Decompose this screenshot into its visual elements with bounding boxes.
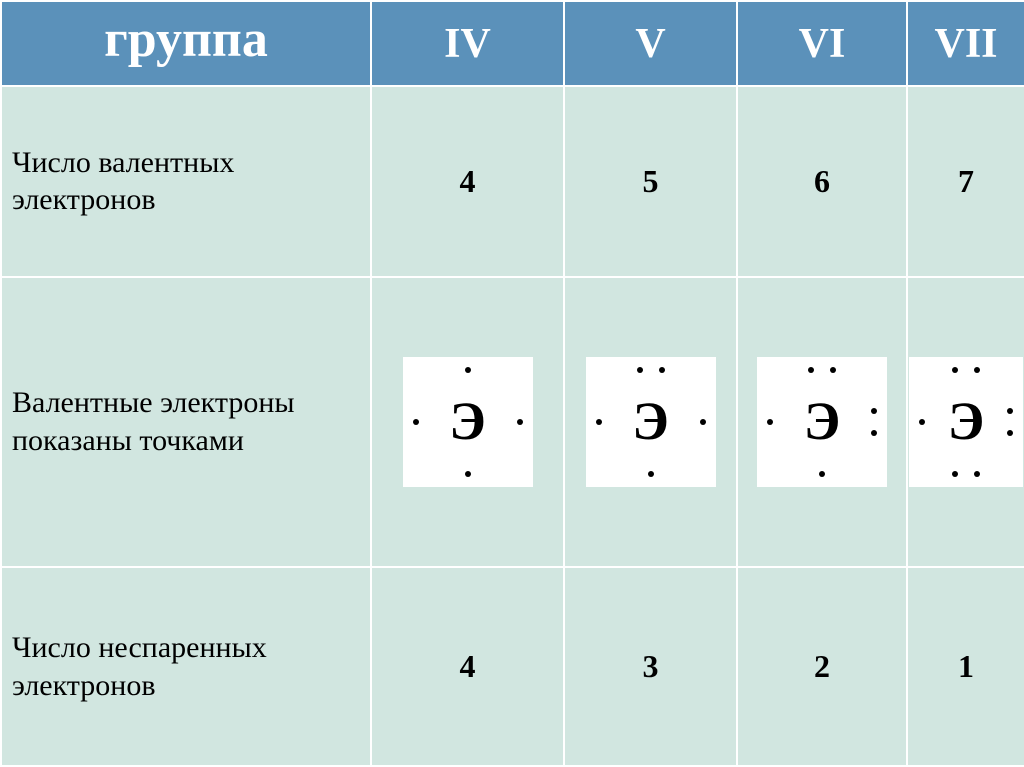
valence-electron-table: группа IV V VI VII Число валентных элект… bbox=[0, 0, 1024, 767]
table-row: Число валентных электронов 4 5 6 7 bbox=[1, 86, 1024, 277]
table-row: Число неспаренных электронов 4 3 2 1 bbox=[1, 567, 1024, 766]
atom-symbol: Э bbox=[948, 390, 985, 452]
electron-dot bbox=[700, 419, 706, 425]
cell-value: 1 bbox=[907, 567, 1024, 766]
lewis-diagram-vii: Э bbox=[909, 357, 1023, 487]
lewis-diagram-iv: Э bbox=[403, 357, 533, 487]
electron-dot bbox=[596, 419, 602, 425]
atom-symbol: Э bbox=[804, 390, 841, 452]
atom-symbol: Э bbox=[449, 390, 486, 452]
cell-value: 7 bbox=[907, 86, 1024, 277]
cell-value: 4 bbox=[371, 86, 564, 277]
electron-dot bbox=[871, 408, 877, 414]
electron-dot bbox=[659, 367, 665, 373]
lewis-cell: Э bbox=[907, 277, 1024, 567]
electron-dot bbox=[465, 471, 471, 477]
electron-dot bbox=[648, 471, 654, 477]
electron-dot bbox=[919, 419, 925, 425]
electron-dot bbox=[465, 367, 471, 373]
column-header: VI bbox=[737, 1, 907, 86]
row-label: Число неспаренных электронов bbox=[1, 567, 371, 766]
table-row: Валентные электроны показаны точками Э Э… bbox=[1, 277, 1024, 567]
lewis-cell: Э bbox=[564, 277, 737, 567]
row-label: Валентные электроны показаны точками bbox=[1, 277, 371, 567]
cell-value: 3 bbox=[564, 567, 737, 766]
column-header: VII bbox=[907, 1, 1024, 86]
electron-dot bbox=[808, 367, 814, 373]
lewis-cell: Э bbox=[371, 277, 564, 567]
electron-dot bbox=[517, 419, 523, 425]
cell-value: 2 bbox=[737, 567, 907, 766]
electron-dot bbox=[952, 367, 958, 373]
atom-symbol: Э bbox=[632, 390, 669, 452]
row-label: Число валентных электронов bbox=[1, 86, 371, 277]
electron-dot bbox=[952, 471, 958, 477]
column-header: IV bbox=[371, 1, 564, 86]
lewis-diagram-vi: Э bbox=[757, 357, 887, 487]
electron-dot bbox=[637, 367, 643, 373]
cell-value: 6 bbox=[737, 86, 907, 277]
electron-dot bbox=[974, 471, 980, 477]
lewis-diagram-v: Э bbox=[586, 357, 716, 487]
cell-value: 4 bbox=[371, 567, 564, 766]
electron-dot bbox=[819, 471, 825, 477]
electron-dot bbox=[1007, 430, 1013, 436]
electron-dot bbox=[767, 419, 773, 425]
lewis-cell: Э bbox=[737, 277, 907, 567]
electron-dot bbox=[830, 367, 836, 373]
electron-dot bbox=[974, 367, 980, 373]
table-title: группа bbox=[1, 1, 371, 86]
electron-dot bbox=[871, 430, 877, 436]
electron-dot bbox=[413, 419, 419, 425]
column-header: V bbox=[564, 1, 737, 86]
cell-value: 5 bbox=[564, 86, 737, 277]
electron-dot bbox=[1007, 408, 1013, 414]
